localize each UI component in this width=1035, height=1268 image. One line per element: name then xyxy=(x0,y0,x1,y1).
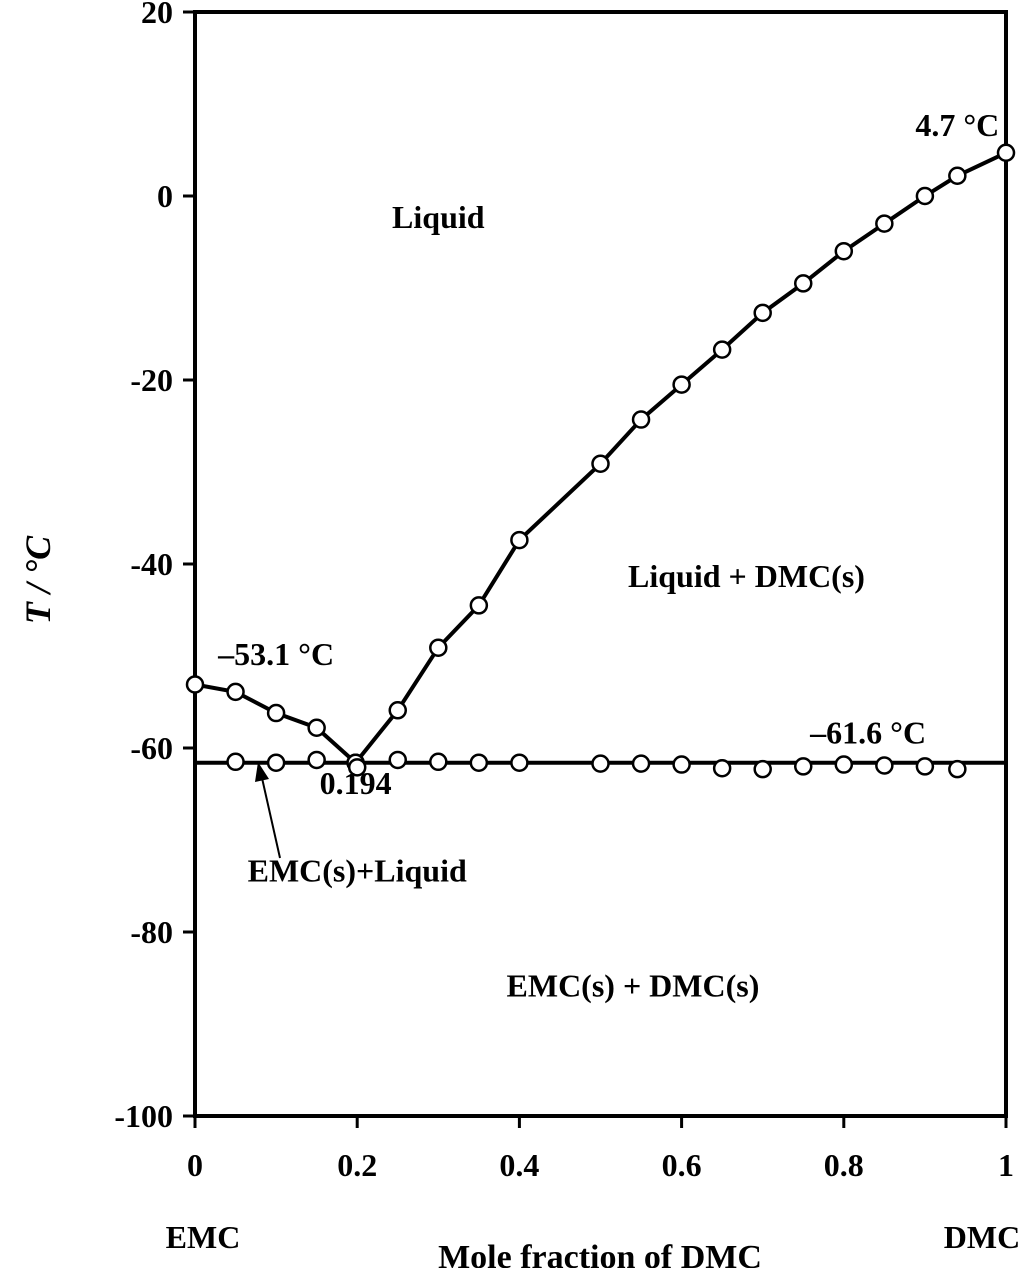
annotation-label: EMC(s)+Liquid xyxy=(248,852,467,888)
x-tick-label: 0.6 xyxy=(662,1147,702,1183)
data-point xyxy=(672,755,691,774)
data-point xyxy=(469,596,489,615)
data-point xyxy=(591,754,610,773)
data-point xyxy=(347,758,367,777)
annotation-label: Liquid + DMC(s) xyxy=(628,558,865,594)
y-tick-label: 0 xyxy=(157,178,173,214)
data-point xyxy=(307,750,326,770)
data-point xyxy=(510,530,529,550)
data-point xyxy=(266,703,286,723)
data-point xyxy=(948,166,967,186)
arrow-head-icon xyxy=(255,762,269,782)
x-tick-label: 0.2 xyxy=(337,1147,377,1183)
data-point xyxy=(875,756,894,775)
data-point xyxy=(185,675,205,694)
data-point xyxy=(915,757,935,776)
data-point xyxy=(307,718,326,738)
data-point xyxy=(429,752,448,772)
y-tick-label: -80 xyxy=(130,914,173,950)
annotation-label: –61.6 °C xyxy=(809,714,926,750)
data-point xyxy=(834,755,854,774)
plot-frame xyxy=(193,10,1008,1118)
data-point xyxy=(915,186,935,206)
annotation-label: 4.7 °C xyxy=(915,107,999,143)
x-tick-label: 0.8 xyxy=(824,1147,864,1183)
liquidus-line xyxy=(354,150,1007,764)
annotation-label: Liquid xyxy=(392,199,485,235)
data-point xyxy=(712,758,732,778)
data-point xyxy=(631,410,651,429)
data-point xyxy=(469,753,489,772)
x-tick-label: 0.4 xyxy=(499,1147,539,1183)
y-tick-label: -60 xyxy=(130,730,173,766)
data-point xyxy=(712,340,732,359)
annotation-label: –53.1 °C xyxy=(217,636,334,672)
data-point xyxy=(672,375,691,394)
data-point xyxy=(794,757,813,776)
y-tick-label: -20 xyxy=(130,362,173,398)
data-point xyxy=(996,143,1016,163)
x-end-label-right: DMC xyxy=(944,1219,1020,1255)
y-tick-label: -100 xyxy=(114,1098,173,1134)
annotation-label: EMC(s) + DMC(s) xyxy=(507,967,760,1003)
data-point xyxy=(266,753,286,772)
y-tick-label: 20 xyxy=(141,0,173,30)
data-point xyxy=(388,750,407,770)
annotation-label: 0.194 xyxy=(320,765,392,801)
data-point xyxy=(591,454,610,473)
y-axis-label: T / °C xyxy=(18,535,58,624)
data-point xyxy=(753,303,772,323)
data-point xyxy=(753,759,772,779)
data-point xyxy=(388,701,407,720)
data-point xyxy=(510,753,529,772)
data-point xyxy=(834,241,854,261)
data-point xyxy=(794,274,813,293)
x-end-label-left: EMC xyxy=(166,1219,241,1255)
x-tick-label: 1 xyxy=(998,1147,1014,1183)
liquidus-line xyxy=(194,682,357,765)
data-point xyxy=(631,754,651,773)
data-point xyxy=(226,752,245,772)
data-point xyxy=(948,759,967,779)
data-point xyxy=(226,682,245,702)
annotation-arrow xyxy=(261,777,281,859)
x-tick-label: 0 xyxy=(187,1147,203,1183)
y-tick-label: -40 xyxy=(130,546,173,582)
x-axis-label: Mole fraction of DMC xyxy=(438,1239,762,1268)
data-point xyxy=(875,214,894,233)
data-point xyxy=(429,638,448,657)
